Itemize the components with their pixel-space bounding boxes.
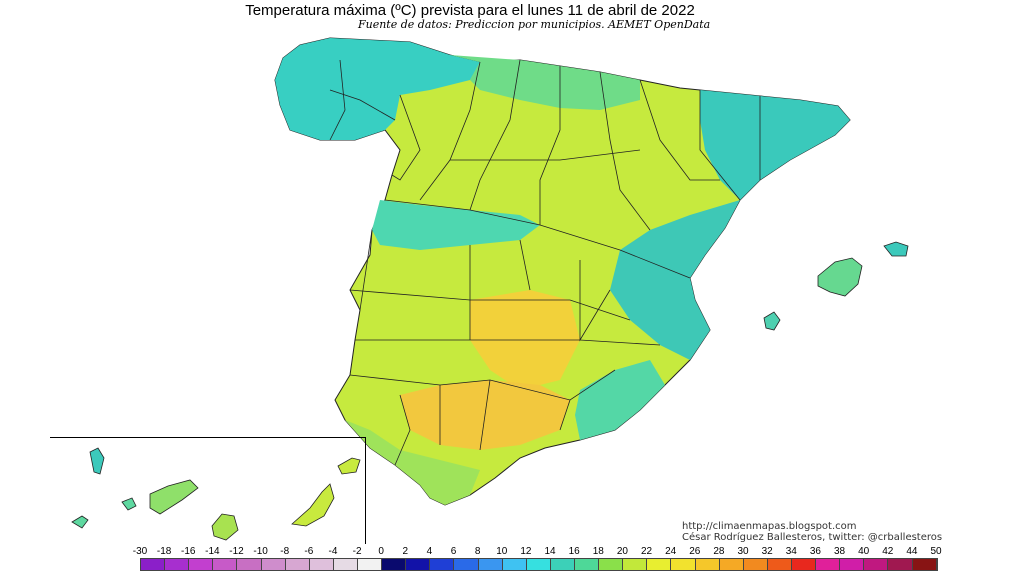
legend-label: -12	[229, 546, 244, 557]
lanzarote-island	[337, 457, 361, 475]
legend-label: 32	[761, 546, 773, 557]
legend-label: -10	[253, 546, 268, 557]
credits-author: César Rodríguez Ballesteros, twitter: @c…	[682, 532, 943, 543]
legend-swatch	[623, 559, 648, 570]
legend-label: 36	[809, 546, 821, 557]
legend-swatch	[189, 559, 214, 570]
legend-label: -6	[304, 546, 314, 557]
legend-label: -14	[205, 546, 220, 557]
legend-label: 24	[665, 546, 677, 557]
legend-swatch	[574, 559, 600, 570]
southwest-mild-zone	[345, 420, 480, 505]
legend-label: 0	[378, 546, 384, 557]
legend-label: 30	[737, 546, 749, 557]
legend-swatch	[791, 559, 817, 570]
legend-label: -30	[132, 546, 148, 557]
legend-label: 22	[640, 546, 653, 557]
legend-swatch	[406, 559, 431, 570]
legend-label: -4	[328, 546, 338, 557]
legend-swatch	[141, 559, 166, 570]
el-hierro-island	[71, 515, 89, 529]
legend-swatch	[213, 559, 238, 570]
gran-canaria-island	[211, 513, 239, 541]
legend-label: -2	[352, 546, 362, 557]
legend-label: 38	[833, 546, 846, 557]
legend-label: 20	[616, 546, 628, 557]
legend-swatch	[237, 559, 262, 570]
legend-swatch	[261, 559, 286, 570]
legend-label: 42	[882, 546, 894, 557]
canary-inset-frame-top	[50, 437, 366, 438]
legend-swatch	[912, 559, 937, 570]
temperature-legend: -30 -18 -16 -14 -12 -10 -8 -6 -4 -2 0 2 4 6 8 10 12 14 16 1…	[133, 546, 942, 574]
legend-swatch	[357, 559, 383, 570]
mallorca-island	[817, 257, 863, 297]
legend-label: 12	[520, 546, 532, 557]
legend-swatch	[285, 559, 310, 570]
legend-swatch	[767, 559, 792, 570]
legend-swatch	[888, 559, 913, 570]
legend-swatch	[526, 559, 551, 570]
legend-label: 44	[906, 546, 918, 557]
legend-label: 34	[785, 546, 797, 557]
legend-label: 50	[930, 546, 942, 557]
legend-swatch	[840, 559, 865, 570]
legend-bar	[140, 558, 938, 571]
legend-swatch	[502, 559, 527, 570]
legend-swatch	[478, 559, 503, 570]
northeast-cool-zone	[700, 90, 850, 200]
legend-label: 40	[858, 546, 870, 557]
legend-swatch	[743, 559, 768, 570]
legend-label: 4	[426, 546, 433, 557]
legend-label: -16	[181, 546, 196, 557]
legend-swatch	[719, 559, 744, 570]
la-palma-island	[89, 447, 105, 475]
la-gomera-island	[121, 497, 137, 511]
legend-swatch	[454, 559, 479, 570]
legend-swatch	[550, 559, 575, 570]
legend-swatch	[430, 559, 455, 570]
legend-swatch	[864, 559, 889, 570]
legend-label: 28	[713, 546, 725, 557]
legend-label: 26	[689, 546, 701, 557]
legend-label: 18	[592, 546, 604, 557]
east-cool-zone	[610, 200, 740, 360]
legend-label: -8	[280, 546, 290, 557]
legend-label: 2	[402, 546, 409, 557]
legend-swatch	[333, 559, 358, 570]
legend-label: 16	[568, 546, 580, 557]
legend-label: 6	[450, 546, 457, 557]
legend-swatch	[695, 559, 720, 570]
credits-url[interactable]: http://climaenmapas.blogspot.com	[682, 521, 857, 532]
canary-inset-frame-right	[365, 437, 366, 544]
legend-swatch	[647, 559, 672, 570]
menorca-island	[883, 241, 909, 257]
ibiza-island	[763, 311, 781, 331]
legend-label: 8	[474, 546, 481, 557]
fuerteventura-island	[291, 483, 335, 527]
north-cool-zone	[275, 38, 480, 140]
cantabrian-zone	[450, 55, 640, 110]
map-title: Temperatura máxima (ºC) prevista para el…	[245, 2, 695, 19]
province-borders	[329, 59, 761, 466]
legend-swatch	[816, 559, 841, 570]
legend-swatch	[382, 559, 407, 570]
legend-label: 10	[496, 546, 508, 557]
legend-swatch	[309, 559, 334, 570]
map-subtitle: Fuente de datos: Prediccion por municipi…	[358, 18, 711, 31]
tenerife-island	[149, 479, 199, 515]
southeast-mild-zone	[575, 360, 665, 440]
legend-swatch	[671, 559, 696, 570]
legend-labels: -30 -18 -16 -14 -12 -10 -8 -6 -4 -2 0 2 4 6 8 10 12 14 16 1…	[133, 546, 942, 558]
central-cool-band	[372, 200, 540, 250]
credits-block: http://climaenmapas.blogspot.com César R…	[682, 521, 942, 543]
legend-label: 14	[544, 546, 556, 557]
legend-swatch	[165, 559, 190, 570]
legend-swatch	[599, 559, 624, 570]
legend-label: -18	[156, 546, 172, 557]
